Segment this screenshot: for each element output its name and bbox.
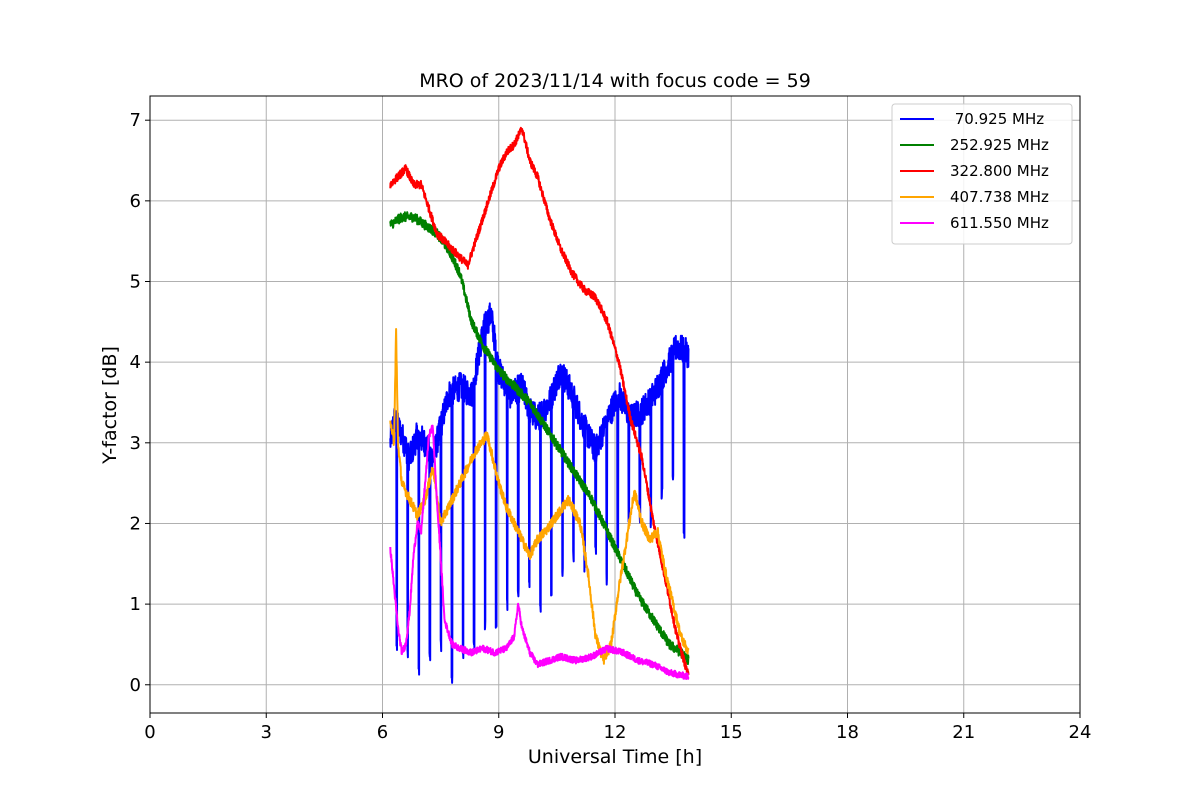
y-tick-label: 6 xyxy=(130,191,141,212)
legend-label: 611.550 MHz xyxy=(950,214,1049,232)
x-tick-label: 21 xyxy=(952,722,975,743)
y-axis-label: Y-factor [dB] xyxy=(99,346,121,465)
legend-label: 407.738 MHz xyxy=(950,188,1049,206)
y-tick-label: 0 xyxy=(130,675,141,696)
x-axis-label: Universal Time [h] xyxy=(528,746,702,768)
legend-box xyxy=(891,103,1073,245)
x-tick-label: 15 xyxy=(720,722,743,743)
series-line-407-738-mhz xyxy=(389,328,690,665)
series-line-611-550-mhz xyxy=(389,424,690,680)
series-line-322-800-mhz xyxy=(389,126,690,675)
x-tick-label: 18 xyxy=(836,722,859,743)
y-tick-label: 1 xyxy=(130,594,141,615)
legend-label: 70.925 MHz xyxy=(950,110,1044,128)
x-tick-label: 3 xyxy=(261,722,272,743)
y-tick-label: 5 xyxy=(130,272,141,293)
series-lines xyxy=(389,126,690,684)
y-tick-label: 3 xyxy=(130,433,141,454)
legend-label: 322.800 MHz xyxy=(950,162,1049,180)
x-tick-label: 9 xyxy=(493,722,504,743)
y-tick-label: 4 xyxy=(130,352,141,373)
x-tick-label: 6 xyxy=(377,722,388,743)
y-tick-label: 2 xyxy=(130,513,141,534)
x-tick-label: 24 xyxy=(1069,722,1092,743)
legend: 70.925 MHz 252.925 MHz 322.800 MHz 407.738 … xyxy=(891,103,1073,245)
series-line-70-925-mhz xyxy=(389,302,690,684)
legend-label: 252.925 MHz xyxy=(950,136,1049,154)
x-tick-label: 0 xyxy=(144,722,155,743)
x-tick-label: 12 xyxy=(604,722,627,743)
chart-title: MRO of 2023/11/14 with focus code = 59 xyxy=(419,70,811,92)
y-tick-label: 7 xyxy=(130,110,141,131)
grid xyxy=(149,96,1081,713)
